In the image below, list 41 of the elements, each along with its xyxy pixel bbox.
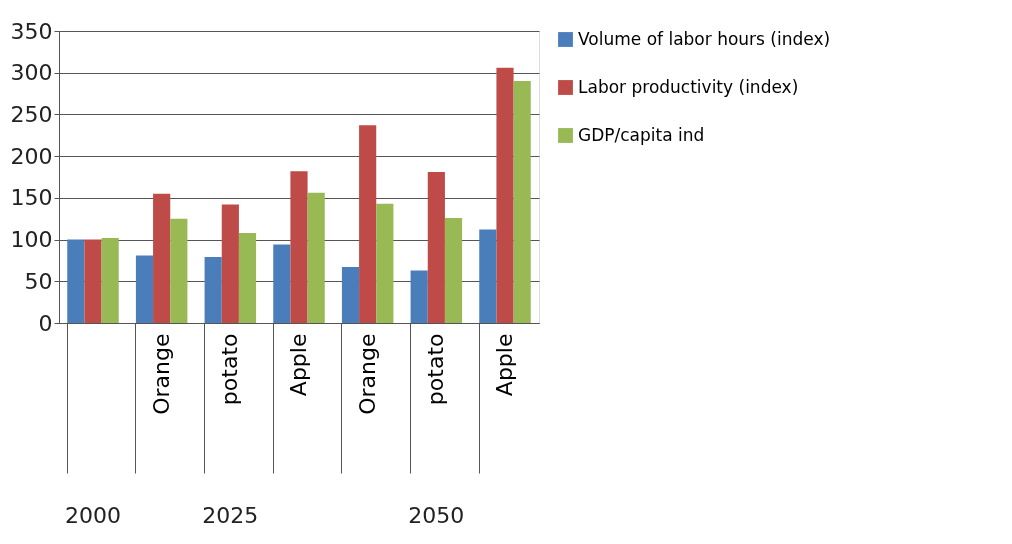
bar xyxy=(204,257,222,323)
x-tick-label: Apple xyxy=(286,333,311,397)
legend-label: GDP/capita ind xyxy=(578,124,705,145)
x-tick-label: Orange xyxy=(354,333,380,415)
text: 2025 xyxy=(202,503,259,528)
x-tick-label: potato xyxy=(423,333,449,406)
bar xyxy=(444,217,463,323)
y-tick-label: 0 xyxy=(38,310,53,336)
bar xyxy=(135,255,154,323)
y-tick-label: 150 xyxy=(10,185,53,211)
bar xyxy=(513,81,531,323)
bar xyxy=(153,193,171,323)
y-tick-label: 300 xyxy=(10,60,53,86)
bar xyxy=(67,239,85,323)
bar xyxy=(101,237,119,323)
bar xyxy=(221,204,239,323)
bar xyxy=(427,171,445,323)
bar xyxy=(290,171,308,323)
bar xyxy=(410,270,428,323)
x-tick-label: Apple xyxy=(492,333,518,397)
y-tick-label: 200 xyxy=(10,143,53,169)
text: 2000 xyxy=(64,503,121,528)
bar xyxy=(496,67,514,323)
x-tick-label: Orange xyxy=(148,333,174,415)
y-tick-label: 250 xyxy=(10,101,53,127)
bar xyxy=(359,125,377,323)
bar xyxy=(170,218,188,323)
text: 2050 xyxy=(408,503,465,528)
bar xyxy=(479,229,497,323)
legend-label: Volume of labor hours (index) xyxy=(578,28,831,49)
bar xyxy=(307,192,325,323)
y-tick-label: 50 xyxy=(24,268,53,294)
x-tick-label: potato xyxy=(217,333,243,406)
y-tick-label: 100 xyxy=(10,227,53,253)
y-tick-label: 350 xyxy=(10,18,53,44)
bar xyxy=(238,232,257,323)
bar xyxy=(84,239,102,323)
bar xyxy=(273,244,291,323)
legend-label: Labor productivity (index) xyxy=(578,76,799,97)
bar xyxy=(376,203,394,323)
bar xyxy=(341,267,360,323)
